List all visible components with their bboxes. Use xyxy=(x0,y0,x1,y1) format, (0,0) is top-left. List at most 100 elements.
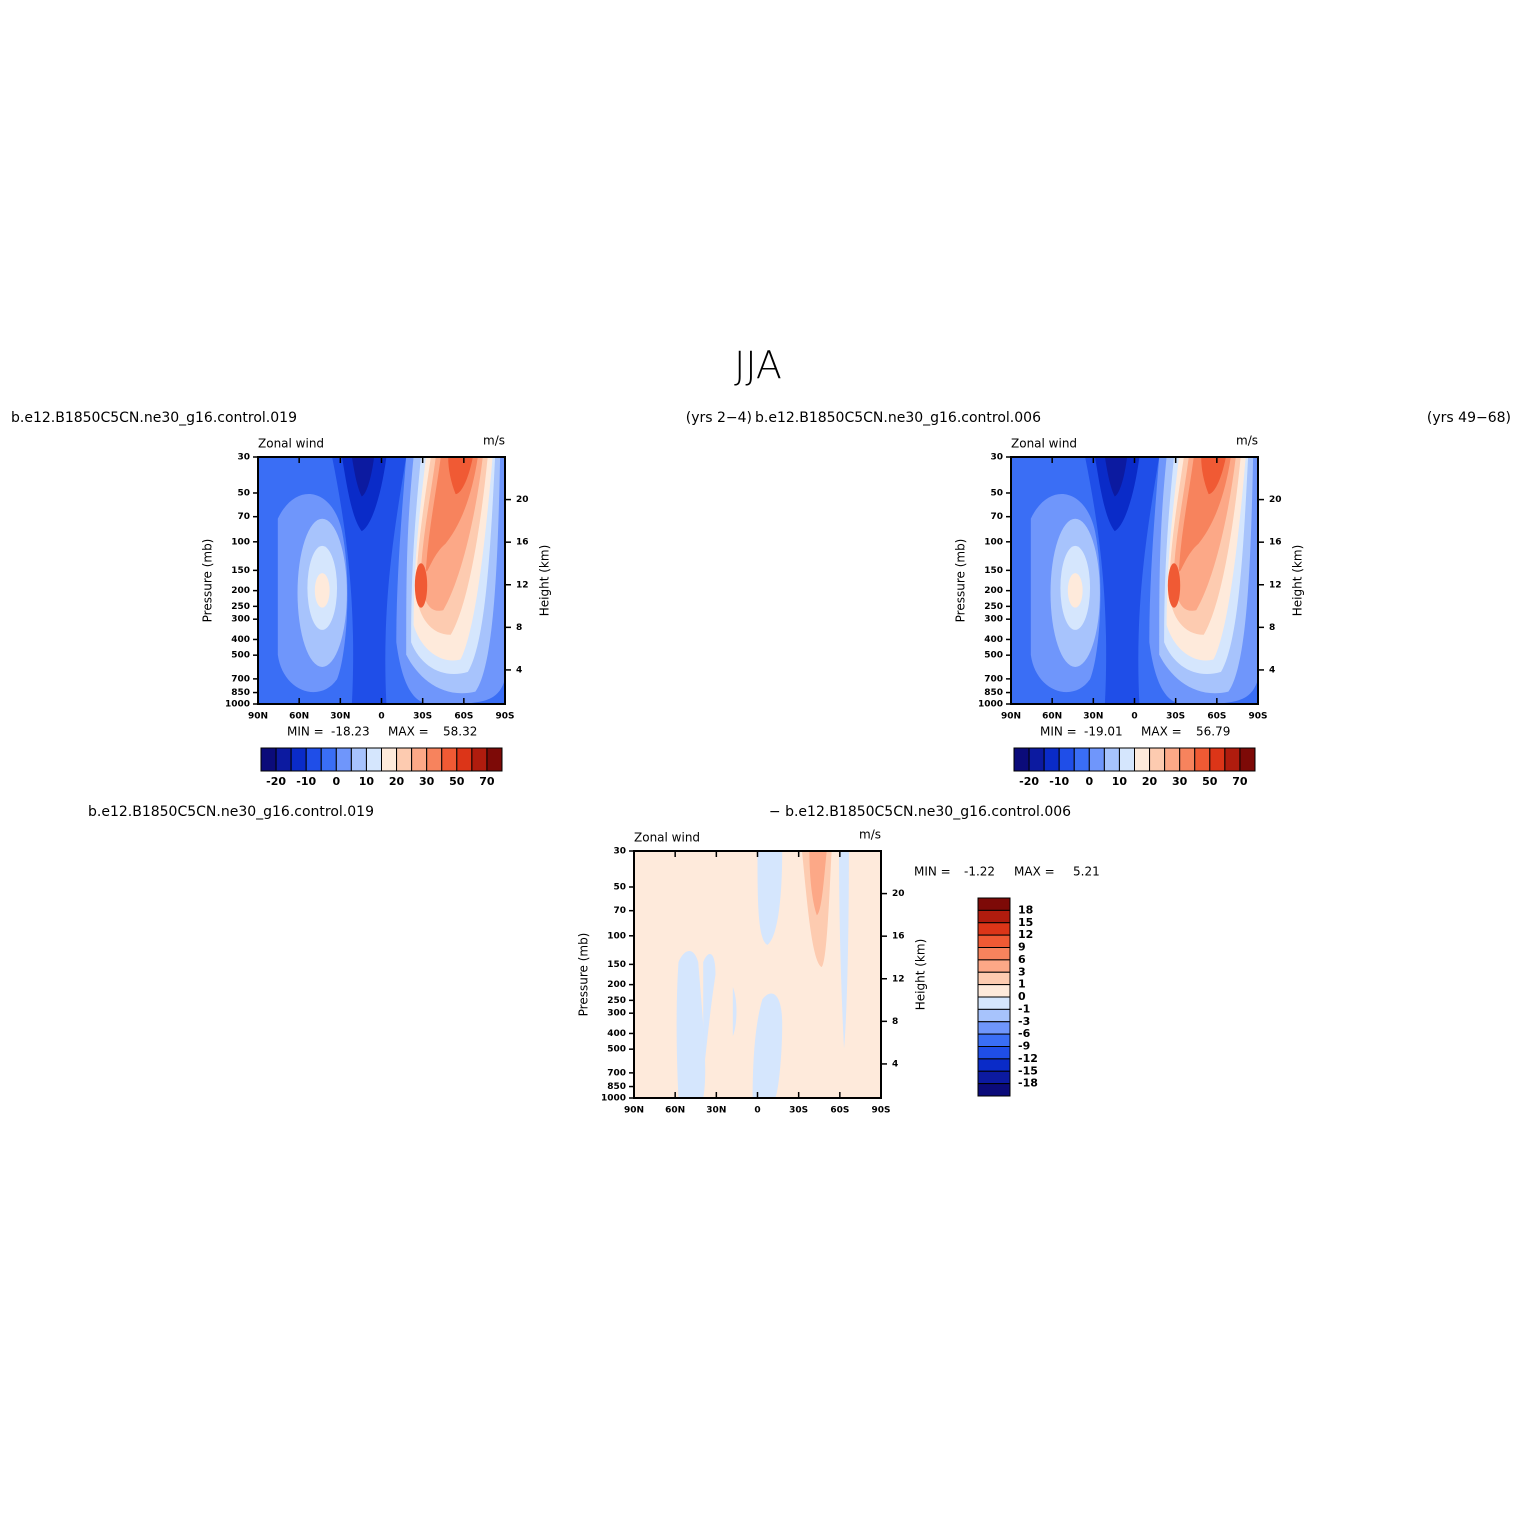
colorbar-box xyxy=(1239,747,1256,772)
colorbar-box xyxy=(977,1083,1011,1097)
y-tick-label: 70 xyxy=(613,906,626,916)
colorbar-label: 70 xyxy=(1232,775,1248,788)
right-title: (yrs 2−4) xyxy=(686,410,752,426)
colorbar-label: -1 xyxy=(1018,1002,1030,1015)
x-tick-label: 30S xyxy=(1166,712,1185,722)
colorbar-label: 10 xyxy=(359,775,375,788)
y-tick-label: 1000 xyxy=(601,1094,626,1104)
contour-fill xyxy=(757,851,783,945)
contour-fill xyxy=(1167,563,1181,608)
colorbar-label: -9 xyxy=(1018,1040,1030,1053)
contour-fill xyxy=(732,986,737,1037)
colorbar-label: -18 xyxy=(1018,1077,1038,1090)
colorbar-box xyxy=(977,1070,1011,1085)
x-tick-label: 60N xyxy=(665,1106,685,1116)
colorbar-label: 18 xyxy=(1018,903,1033,916)
x-tick-label: 30N xyxy=(330,712,350,722)
colorbar-box xyxy=(350,747,367,772)
y-tick-label: 70 xyxy=(990,512,1003,522)
subtitle: Zonal wind xyxy=(634,831,700,845)
y2-tick-label: 12 xyxy=(892,974,905,984)
colorbar-label: 30 xyxy=(1172,775,1188,788)
colorbar-label: 30 xyxy=(419,775,435,788)
colorbar-box xyxy=(411,747,428,772)
colorbar-box xyxy=(260,747,277,772)
y2-axis-label: Height (km) xyxy=(538,545,552,616)
y2-tick-label: 20 xyxy=(1269,495,1282,505)
y2-tick-label: 16 xyxy=(1269,538,1282,548)
colorbar-box xyxy=(1073,747,1090,772)
y-tick-label: 150 xyxy=(607,960,626,970)
subtitle: Zonal wind xyxy=(1011,437,1077,451)
y-tick-label: 850 xyxy=(607,1082,626,1092)
colorbar-label: 9 xyxy=(1018,941,1026,954)
contour-fill xyxy=(1085,457,1160,704)
colorbar-label: 0 xyxy=(1018,990,1026,1003)
x-tick-label: 90S xyxy=(1248,712,1267,722)
y-tick-label: 1000 xyxy=(978,700,1003,710)
y2-axis-label: Height (km) xyxy=(914,939,928,1010)
x-tick-label: 90S xyxy=(871,1106,890,1116)
colorbar-box xyxy=(1043,747,1060,772)
colorbar-box xyxy=(471,747,488,772)
colorbar-box xyxy=(320,747,337,772)
colorbar-label: 20 xyxy=(1142,775,1158,788)
y-tick-label: 250 xyxy=(231,602,250,612)
min-label: MIN = xyxy=(914,865,951,879)
colorbar-box xyxy=(290,747,307,772)
right-title: (yrs 49−68) xyxy=(1427,410,1511,426)
max-value: 5.21 xyxy=(1073,865,1100,879)
y-tick-label: 150 xyxy=(984,566,1003,576)
min-value: -19.01 xyxy=(1084,725,1123,739)
y2-tick-label: 20 xyxy=(516,495,529,505)
center-title: − b.e12.B1850C5CN.ne30_g16.control.006 xyxy=(769,804,1071,820)
left-title: b.e12.B1850C5CN.ne30_g16.control.019 xyxy=(11,410,297,426)
y-tick-label: 50 xyxy=(237,488,250,498)
contour-fill xyxy=(703,954,716,1074)
y-tick-label: 300 xyxy=(984,615,1003,625)
colorbar-box xyxy=(977,971,1011,986)
colorbar-box xyxy=(1118,747,1135,772)
y-tick-label: 850 xyxy=(984,688,1003,698)
x-tick-label: 0 xyxy=(754,1106,760,1116)
colorbar-label: -20 xyxy=(1019,775,1039,788)
y2-tick-label: 8 xyxy=(892,1017,898,1027)
colorbar-box xyxy=(486,747,503,772)
x-tick-label: 60S xyxy=(830,1106,849,1116)
colorbar-box xyxy=(977,897,1011,911)
y-tick-label: 400 xyxy=(607,1029,626,1039)
x-tick-label: 90N xyxy=(248,712,268,722)
y-tick-label: 400 xyxy=(231,635,250,645)
contour-fill xyxy=(839,851,849,1049)
colorbar-box xyxy=(1028,747,1045,772)
y-tick-label: 100 xyxy=(231,537,250,547)
colorbar-label: 1 xyxy=(1018,978,1026,991)
y-tick-label: 30 xyxy=(237,453,250,463)
y-tick-label: 100 xyxy=(607,931,626,941)
min-label: MIN = xyxy=(1040,725,1077,739)
colorbar-box xyxy=(977,922,1011,936)
x-tick-label: 30S xyxy=(413,712,432,722)
max-label: MAX = xyxy=(1141,725,1182,739)
colorbar-box xyxy=(1209,747,1226,772)
x-tick-label: 0 xyxy=(1131,712,1137,722)
y-tick-label: 250 xyxy=(984,602,1003,612)
y-tick-label: 500 xyxy=(607,1045,626,1055)
colorbar-label: 3 xyxy=(1018,965,1026,978)
colorbar-box xyxy=(335,747,352,772)
y2-tick-label: 12 xyxy=(1269,580,1282,590)
y2-tick-label: 8 xyxy=(516,623,522,633)
contour-field xyxy=(634,851,881,1098)
colorbar-box xyxy=(1179,747,1196,772)
colorbar-box xyxy=(381,747,398,772)
x-tick-label: 0 xyxy=(378,712,384,722)
colorbar-label: -6 xyxy=(1018,1027,1031,1040)
colorbar-label: 70 xyxy=(479,775,495,788)
units: m/s xyxy=(859,828,881,842)
min-label: MIN = xyxy=(287,725,324,739)
subtitle: Zonal wind xyxy=(258,437,324,451)
contour-fill xyxy=(1104,457,1128,497)
colorbar-box xyxy=(1103,747,1120,772)
x-tick-label: 90N xyxy=(624,1106,644,1116)
